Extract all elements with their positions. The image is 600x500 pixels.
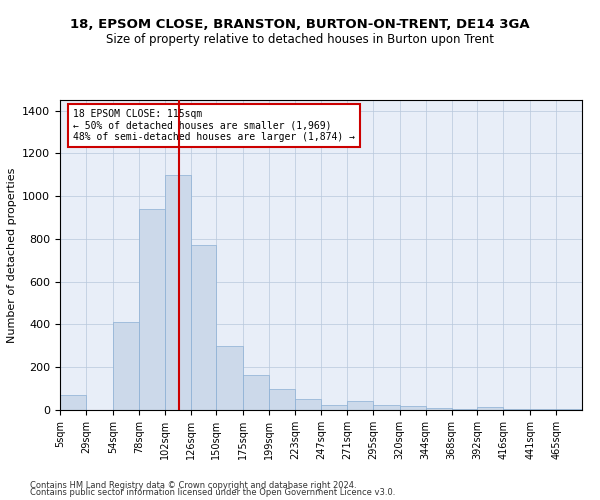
Bar (478, 407, 503, 410)
Bar (217, 346, 244, 410)
Bar (164, 175, 191, 410)
Bar (113, 322, 139, 410)
Bar (191, 246, 217, 410)
Bar (373, 404, 400, 410)
Bar (244, 374, 269, 410)
Bar (347, 402, 373, 410)
Text: Contains public sector information licensed under the Open Government Licence v3: Contains public sector information licen… (30, 488, 395, 497)
Bar (60, 395, 86, 410)
Bar (425, 408, 452, 410)
Bar (139, 209, 164, 410)
Text: 18, EPSOM CLOSE, BRANSTON, BURTON-ON-TRENT, DE14 3GA: 18, EPSOM CLOSE, BRANSTON, BURTON-ON-TRE… (70, 18, 530, 30)
Text: Contains HM Land Registry data © Crown copyright and database right 2024.: Contains HM Land Registry data © Crown c… (30, 480, 356, 490)
Bar (452, 409, 478, 410)
Bar (269, 388, 295, 410)
Bar (503, 409, 530, 410)
Y-axis label: Number of detached properties: Number of detached properties (7, 168, 17, 342)
Bar (400, 406, 425, 410)
Text: 18 EPSOM CLOSE: 115sqm
← 50% of detached houses are smaller (1,969)
48% of semi-: 18 EPSOM CLOSE: 115sqm ← 50% of detached… (73, 110, 355, 142)
Bar (295, 400, 321, 410)
Text: Size of property relative to detached houses in Burton upon Trent: Size of property relative to detached ho… (106, 32, 494, 46)
Bar (556, 409, 582, 410)
Bar (321, 404, 347, 410)
